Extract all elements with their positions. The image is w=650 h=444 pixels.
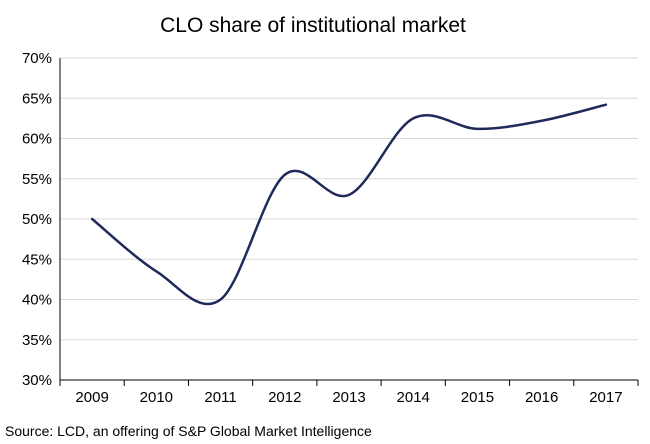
data-point	[475, 127, 479, 131]
y-tick-label: 65%	[22, 90, 52, 107]
data-point	[90, 217, 94, 221]
x-tick-label: 2013	[332, 389, 365, 406]
x-tick-label: 2015	[461, 389, 494, 406]
y-tick-label: 45%	[22, 251, 52, 268]
series-group	[90, 103, 608, 306]
y-tick-label: 60%	[22, 131, 52, 148]
source-note: Source: LCD, an offering of S&P Global M…	[5, 423, 372, 439]
y-tick-label: 30%	[22, 372, 52, 389]
x-tick-label: 2016	[525, 389, 558, 406]
y-tick-label: 55%	[22, 171, 52, 188]
data-point	[347, 193, 351, 197]
chart-title: CLO share of institutional market	[160, 14, 466, 37]
x-tick-label: 2017	[589, 389, 622, 406]
data-point	[283, 173, 287, 177]
x-tick-label: 2014	[397, 389, 430, 406]
x-tick-label: 2012	[268, 389, 301, 406]
y-tick-label: 40%	[22, 292, 52, 309]
data-point	[154, 269, 158, 273]
x-tick-label: 2009	[75, 389, 108, 406]
data-point	[219, 298, 223, 302]
y-axis: 30% 35% 40% 45% 50% 55% 60% 65% 70%	[22, 50, 52, 389]
y-tick-label: 50%	[22, 211, 52, 228]
data-point	[604, 103, 608, 107]
series-line	[90, 103, 608, 306]
x-tick-label: 2011	[204, 389, 236, 406]
x-tick-label: 2010	[140, 389, 173, 406]
y-tick-label: 70%	[22, 50, 52, 67]
x-axis: 2009 2010 2011 2012 2013 2014 2015 2016 2017	[59, 58, 639, 406]
data-point	[411, 116, 415, 120]
y-tick-label: 35%	[22, 332, 52, 349]
data-point	[540, 119, 544, 123]
grid-lines	[60, 57, 638, 341]
